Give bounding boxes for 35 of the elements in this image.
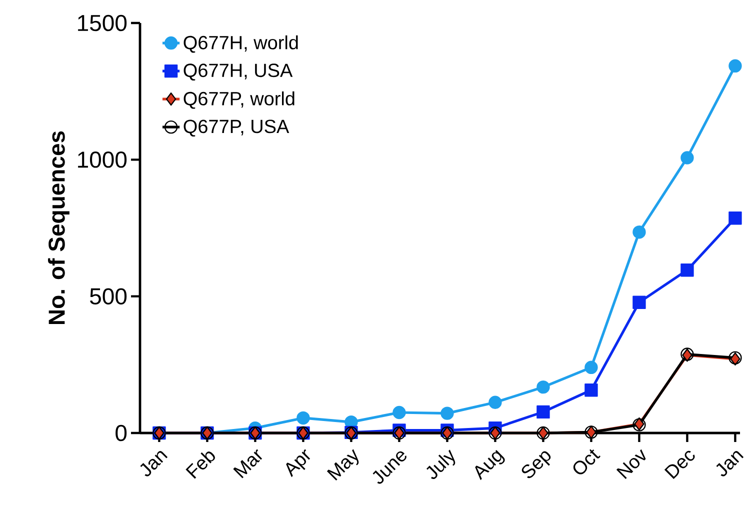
y-tick-label: 500 [90, 288, 127, 304]
point [536, 405, 550, 419]
y-tick-label: 1500 [78, 14, 127, 32]
point [440, 406, 454, 420]
x-tick-label: Jan [716, 451, 744, 476]
point [632, 296, 646, 309]
point [728, 212, 742, 225]
legend-label: Q677H, USA [184, 64, 293, 81]
x-tick-label: Apr [286, 449, 310, 478]
y-tick-label: 0 [116, 424, 127, 442]
point [584, 383, 598, 397]
x-tick-label: May [326, 449, 359, 481]
y-axis-title: No. of Sequences [48, 131, 70, 324]
x-tick-label: Nov [616, 449, 646, 480]
x-tick-label: Sep [522, 451, 551, 478]
x-tick-label: Aug [475, 450, 505, 480]
point [392, 406, 406, 420]
legend-label: Q677P, USA [184, 120, 290, 137]
point [536, 380, 550, 394]
y-tick-label: 1000 [78, 152, 127, 168]
x-tick-label: Mar [233, 449, 262, 478]
point [680, 151, 694, 164]
point [680, 263, 694, 277]
x-tick-label: July [426, 450, 456, 480]
legend-label: Q677H, world [184, 35, 298, 53]
x-tick-label: Feb [186, 452, 215, 479]
point [584, 360, 598, 374]
point [296, 411, 310, 425]
point [728, 59, 742, 73]
legend-label: Q677P, world [184, 91, 294, 109]
point [488, 396, 502, 409]
x-tick-label: Jan [140, 451, 168, 476]
x-tick-label: Dec [664, 450, 695, 480]
point [632, 226, 646, 239]
x-tick-label: Oct [573, 449, 600, 474]
